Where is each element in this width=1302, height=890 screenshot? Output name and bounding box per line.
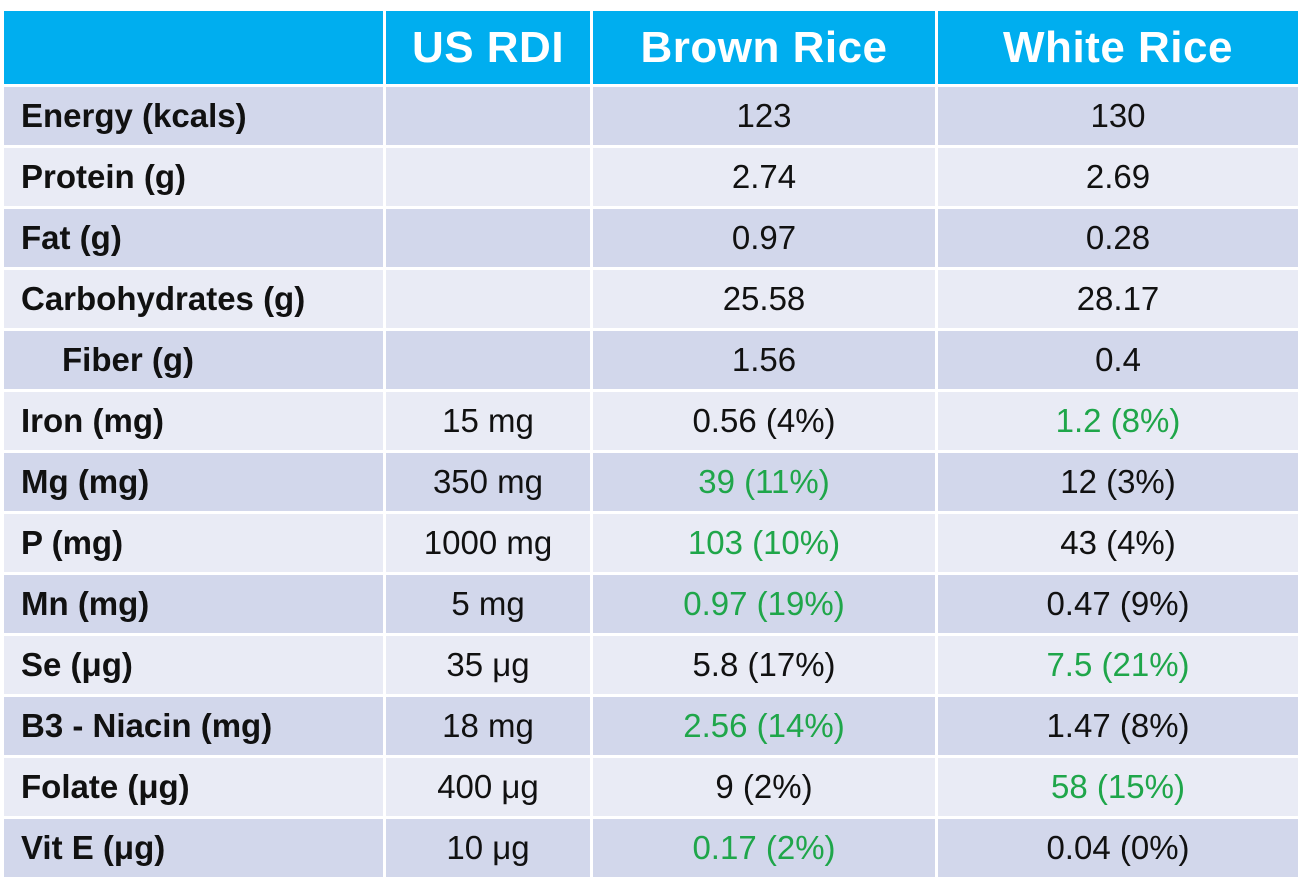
table-row: Mg (mg) 350 mg 39 (11%) 12 (3%) — [1, 450, 1301, 514]
table-row: Mn (mg) 5 mg 0.97 (19%) 0.47 (9%) — [1, 572, 1301, 636]
brown-rice-cell: 103 (10%) — [590, 511, 938, 575]
table-row: Fat (g) 0.97 0.28 — [1, 206, 1301, 270]
brown-rice-cell: 2.74 — [590, 145, 938, 209]
white-rice-cell: 1.47 (8%) — [935, 694, 1301, 758]
white-rice-cell: 0.4 — [935, 328, 1301, 392]
table-row: Energy (kcals) 123 130 — [1, 84, 1301, 148]
rdi-cell — [383, 145, 593, 209]
white-rice-cell: 58 (15%) — [935, 755, 1301, 819]
rdi-cell: 10 μg — [383, 816, 593, 880]
table-header: US RDI Brown Rice White Rice — [1, 8, 1301, 87]
brown-rice-cell: 25.58 — [590, 267, 938, 331]
table-row: Carbohydrates (g) 25.58 28.17 — [1, 267, 1301, 331]
white-rice-cell: 2.69 — [935, 145, 1301, 209]
table-body: Energy (kcals) 123 130 Protein (g) 2.74 … — [1, 84, 1301, 880]
nutrient-label: Carbohydrates (g) — [1, 267, 386, 331]
table-row: Se (μg) 35 μg 5.8 (17%) 7.5 (21%) — [1, 633, 1301, 697]
nutrient-label: Protein (g) — [1, 145, 386, 209]
brown-rice-cell: 0.97 — [590, 206, 938, 270]
nutrient-label: Vit E (μg) — [1, 816, 386, 880]
nutrient-label: Fiber (g) — [1, 328, 386, 392]
nutrient-label: Se (μg) — [1, 633, 386, 697]
rdi-cell — [383, 267, 593, 331]
white-rice-cell: 1.2 (8%) — [935, 389, 1301, 453]
nutrient-label: Iron (mg) — [1, 389, 386, 453]
header-row: US RDI Brown Rice White Rice — [1, 8, 1301, 87]
rdi-cell — [383, 84, 593, 148]
brown-rice-cell: 123 — [590, 84, 938, 148]
brown-rice-cell: 2.56 (14%) — [590, 694, 938, 758]
white-rice-cell: 7.5 (21%) — [935, 633, 1301, 697]
white-rice-cell: 28.17 — [935, 267, 1301, 331]
table-row: Folate (μg) 400 μg 9 (2%) 58 (15%) — [1, 755, 1301, 819]
nutrient-label: Energy (kcals) — [1, 84, 386, 148]
header-us-rdi: US RDI — [383, 8, 593, 87]
white-rice-cell: 0.28 — [935, 206, 1301, 270]
rdi-cell: 350 mg — [383, 450, 593, 514]
rdi-cell — [383, 206, 593, 270]
rdi-cell: 1000 mg — [383, 511, 593, 575]
table-row: Iron (mg) 15 mg 0.56 (4%) 1.2 (8%) — [1, 389, 1301, 453]
nutrient-label: B3 - Niacin (mg) — [1, 694, 386, 758]
table-row: Protein (g) 2.74 2.69 — [1, 145, 1301, 209]
rdi-cell: 18 mg — [383, 694, 593, 758]
nutrient-label: Mn (mg) — [1, 572, 386, 636]
brown-rice-cell: 5.8 (17%) — [590, 633, 938, 697]
header-corner-cell — [1, 8, 386, 87]
brown-rice-cell: 0.17 (2%) — [590, 816, 938, 880]
rdi-cell: 35 μg — [383, 633, 593, 697]
nutrition-comparison-table-container: US RDI Brown Rice White Rice Energy (kca… — [1, 8, 1301, 880]
white-rice-cell: 0.47 (9%) — [935, 572, 1301, 636]
brown-rice-cell: 1.56 — [590, 328, 938, 392]
nutrient-label: Folate (μg) — [1, 755, 386, 819]
rdi-cell: 5 mg — [383, 572, 593, 636]
nutrient-label: P (mg) — [1, 511, 386, 575]
brown-rice-cell: 0.97 (19%) — [590, 572, 938, 636]
table-row: P (mg) 1000 mg 103 (10%) 43 (4%) — [1, 511, 1301, 575]
brown-rice-cell: 39 (11%) — [590, 450, 938, 514]
nutrition-comparison-table: US RDI Brown Rice White Rice Energy (kca… — [1, 8, 1301, 880]
white-rice-cell: 130 — [935, 84, 1301, 148]
white-rice-cell: 12 (3%) — [935, 450, 1301, 514]
header-white-rice: White Rice — [935, 8, 1301, 87]
white-rice-cell: 43 (4%) — [935, 511, 1301, 575]
table-row: Vit E (μg) 10 μg 0.17 (2%) 0.04 (0%) — [1, 816, 1301, 880]
nutrient-label: Mg (mg) — [1, 450, 386, 514]
rdi-cell — [383, 328, 593, 392]
rdi-cell: 15 mg — [383, 389, 593, 453]
brown-rice-cell: 0.56 (4%) — [590, 389, 938, 453]
table-row: B3 - Niacin (mg) 18 mg 2.56 (14%) 1.47 (… — [1, 694, 1301, 758]
brown-rice-cell: 9 (2%) — [590, 755, 938, 819]
rdi-cell: 400 μg — [383, 755, 593, 819]
header-brown-rice: Brown Rice — [590, 8, 938, 87]
nutrient-label: Fat (g) — [1, 206, 386, 270]
white-rice-cell: 0.04 (0%) — [935, 816, 1301, 880]
table-row: Fiber (g) 1.56 0.4 — [1, 328, 1301, 392]
